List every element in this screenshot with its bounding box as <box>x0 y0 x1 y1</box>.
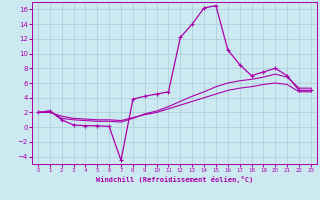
X-axis label: Windchill (Refroidissement éolien,°C): Windchill (Refroidissement éolien,°C) <box>96 176 253 183</box>
